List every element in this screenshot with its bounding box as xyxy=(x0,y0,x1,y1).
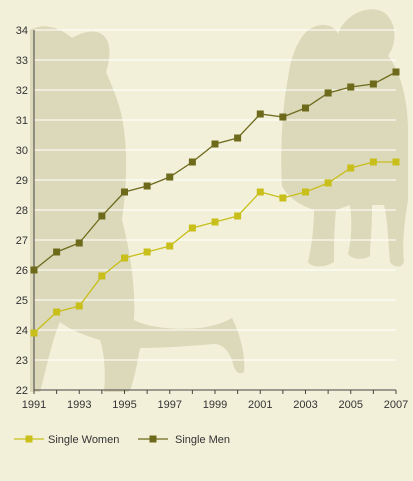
data-point-single-men xyxy=(53,248,61,256)
legend: Single Women Single Men xyxy=(14,434,230,446)
y-tick-label: 27 xyxy=(16,235,28,247)
gridlines xyxy=(34,29,396,391)
x-tick-label: 1997 xyxy=(158,399,182,411)
data-point-single-women xyxy=(347,164,355,172)
data-point-single-women xyxy=(211,218,219,226)
y-tick-label: 26 xyxy=(16,265,28,277)
x-tick-label: 2007 xyxy=(384,399,408,411)
y-tick-label: 28 xyxy=(16,205,28,217)
data-point-single-men xyxy=(121,188,128,196)
data-point-single-women xyxy=(98,272,106,280)
data-point-single-men xyxy=(279,113,287,121)
legend-label-single-women: Single Women xyxy=(48,434,119,446)
data-point-single-men xyxy=(234,134,242,142)
data-point-single-men xyxy=(166,173,174,181)
data-point-single-men xyxy=(211,140,219,148)
x-tick-label: 1999 xyxy=(203,399,227,411)
data-point-single-women xyxy=(121,254,128,262)
data-point-single-men xyxy=(188,158,196,166)
data-point-single-women xyxy=(392,158,400,166)
background-silhouettes xyxy=(30,9,408,392)
x-tick-label: 1993 xyxy=(67,399,91,411)
data-point-single-men xyxy=(98,212,106,220)
y-tick-label: 29 xyxy=(16,175,28,187)
y-tick-label: 22 xyxy=(16,385,28,397)
data-point-single-men xyxy=(30,266,38,274)
data-point-single-men xyxy=(75,239,83,247)
data-point-single-women xyxy=(234,212,242,220)
legend-marker-single-men xyxy=(149,435,157,443)
data-point-single-men xyxy=(392,68,400,76)
x-tick-label: 2003 xyxy=(293,399,317,411)
x-tick-label: 1991 xyxy=(22,399,46,411)
y-tick-label: 32 xyxy=(16,85,28,97)
data-point-single-men xyxy=(256,110,264,118)
data-point-single-men xyxy=(369,80,377,88)
data-point-single-women xyxy=(75,302,83,310)
data-point-single-women xyxy=(256,188,264,196)
series-points xyxy=(30,68,400,337)
data-point-single-men xyxy=(324,89,332,97)
data-point-single-women xyxy=(30,329,38,337)
data-point-single-women xyxy=(279,194,287,202)
family-silhouette xyxy=(281,9,408,267)
data-point-single-women xyxy=(188,224,196,232)
legend-label-single-men: Single Men xyxy=(175,434,230,446)
data-point-single-women xyxy=(324,179,332,187)
x-axis-tick-labels: 1991 1993 1995 1997 1999 2001 2003 2005 2007 xyxy=(22,399,408,411)
data-point-single-women xyxy=(166,242,174,250)
data-point-single-women xyxy=(143,248,151,256)
y-tick-label: 34 xyxy=(16,25,28,37)
data-point-single-women xyxy=(302,188,309,196)
data-point-single-men xyxy=(302,104,309,112)
legend-marker-single-women xyxy=(25,435,33,443)
x-tick-label: 2005 xyxy=(339,399,363,411)
data-point-single-men xyxy=(347,83,355,91)
y-tick-label: 24 xyxy=(16,325,28,337)
y-axis-tick-labels: 22 23 24 25 26 27 28 29 30 31 32 33 34 xyxy=(16,25,28,397)
woman-silhouette xyxy=(30,26,245,392)
data-point-single-women xyxy=(53,308,61,316)
y-tick-label: 31 xyxy=(16,115,28,127)
x-tick-label: 2001 xyxy=(248,399,272,411)
y-tick-label: 33 xyxy=(16,55,28,67)
y-tick-label: 23 xyxy=(16,355,28,367)
data-point-single-women xyxy=(369,158,377,166)
y-tick-label: 25 xyxy=(16,295,28,307)
y-tick-label: 30 xyxy=(16,145,28,157)
x-tick-label: 1995 xyxy=(112,399,136,411)
data-point-single-men xyxy=(143,182,151,190)
